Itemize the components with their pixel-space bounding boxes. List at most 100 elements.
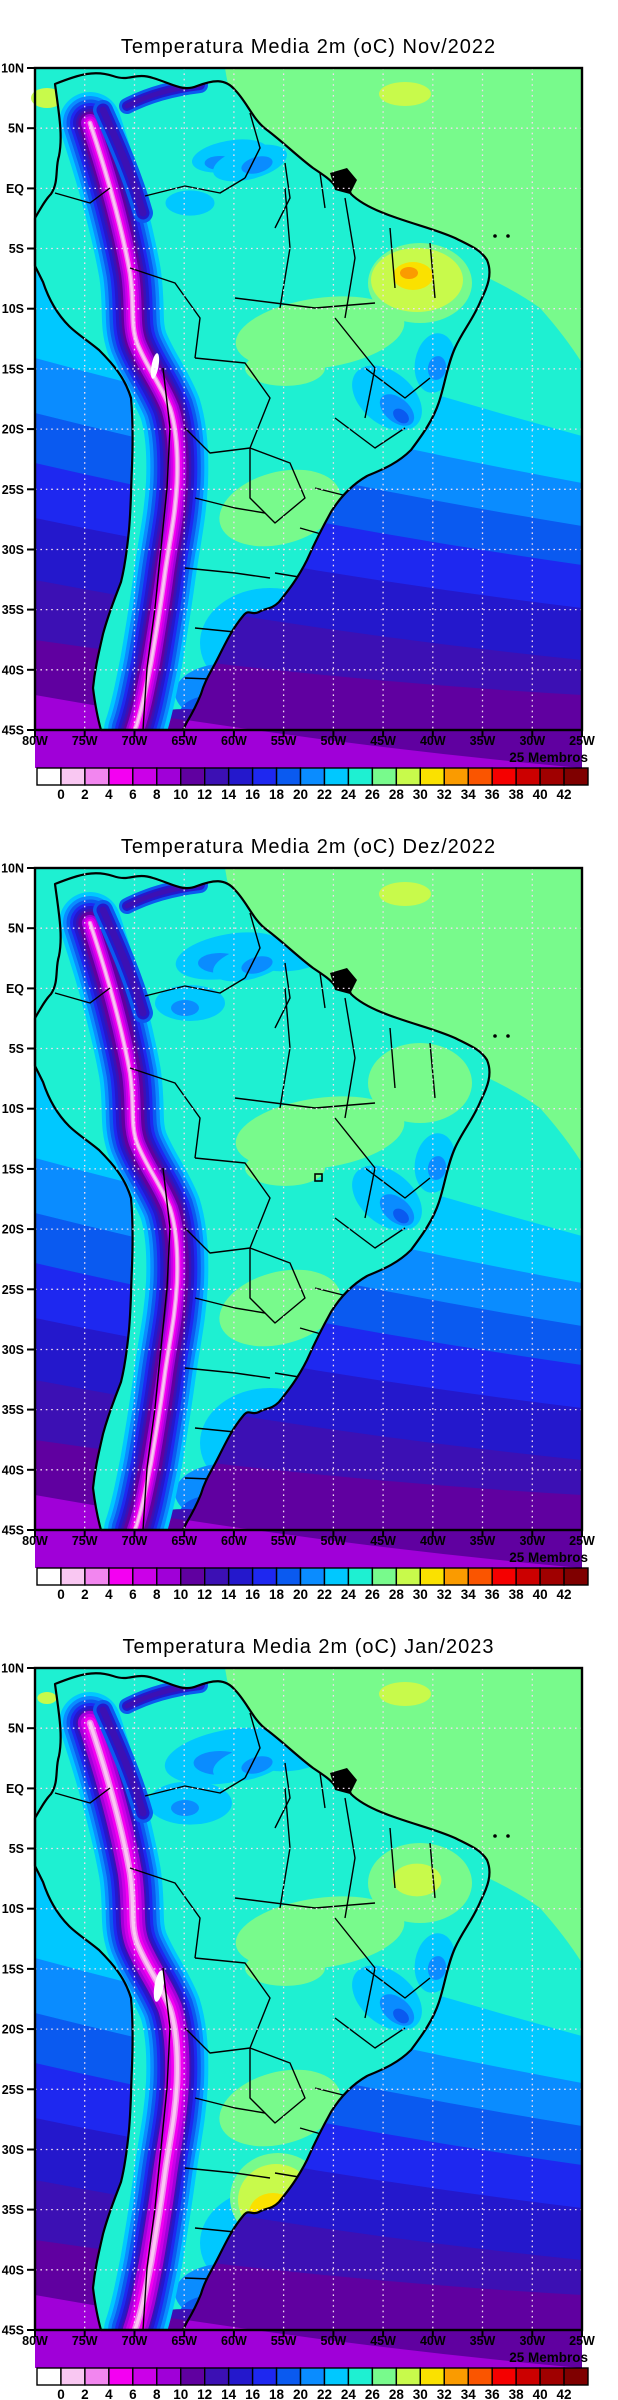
lat-tick-label: 45S [2, 2324, 24, 2338]
lat-tick-label: 35S [2, 1403, 24, 1417]
lat-tick-label: 15S [2, 362, 24, 376]
colorbar-cell [539, 2367, 565, 2386]
lat-tick-label: 35S [2, 2203, 24, 2217]
colorbar-tick-label: 22 [317, 2387, 332, 2400]
lon-tick-label: 35W [470, 734, 496, 748]
colorbar-tick-label: 0 [57, 1587, 65, 1600]
colorbar-cell [371, 2367, 398, 2386]
lat-tick-label: 5S [9, 242, 24, 256]
lat-tick-label: 5N [8, 1722, 24, 1736]
colorbar-tick-label: 24 [341, 1587, 357, 1600]
colorbar-tick-label: 12 [197, 1587, 212, 1600]
lon-tick-label: 50W [321, 1534, 347, 1548]
lat-tick-label: EQ [6, 182, 24, 196]
colorbar-tick-label: 36 [485, 1587, 501, 1600]
lon-tick-label: 70W [122, 2334, 148, 2348]
colorbar-cell [371, 767, 398, 786]
lat-tick-label: 40S [2, 663, 24, 677]
lon-tick-label: 80W [22, 1534, 48, 1548]
lon-tick-label: 30W [519, 1534, 545, 1548]
lat-tick-label: 10S [2, 1902, 24, 1916]
panel-title: Temperatura Media 2m (oC) Nov/2022 [120, 36, 497, 58]
colorbar-tick-label: 42 [557, 787, 572, 800]
colorbar-tick-label: 8 [153, 2387, 161, 2400]
colorbar-tick-label: 40 [533, 1587, 548, 1600]
lon-tick-label: 65W [171, 734, 197, 748]
colorbar-cell [563, 2367, 589, 2386]
lat-tick-label: 20S [2, 2023, 24, 2037]
colorbar-tick-label: 16 [245, 787, 261, 800]
colorbar-tick-label: 18 [269, 787, 285, 800]
colorbar-cell [251, 1567, 278, 1586]
colorbar-cell [491, 767, 517, 786]
lat-tick-label: 30S [2, 2143, 24, 2157]
colorbar-cell [323, 1567, 350, 1586]
colorbar-tick-label: 18 [269, 1587, 285, 1600]
colorbar-cell [84, 767, 110, 786]
colorbar-cell [180, 767, 206, 786]
colorbar-cell [156, 767, 182, 786]
lon-tick-label: 40W [420, 1534, 446, 1548]
colorbar-cell [180, 2367, 206, 2386]
members-label: 25 Membros [509, 750, 588, 765]
colorbar-tick-label: 0 [57, 2387, 65, 2400]
colorbar-tick-label: 34 [461, 2387, 477, 2400]
colorbar-cell [491, 1567, 517, 1586]
lat-tick-label: 40S [2, 2263, 24, 2277]
lon-tick-label: 40W [420, 2334, 446, 2348]
colorbar-tick-label: 14 [221, 2387, 237, 2400]
lat-tick-label: 5N [8, 122, 24, 136]
colorbar-cell [132, 2367, 158, 2386]
panel-nov-2022: 10N 5N EQ 5S 10S 15S 20S 25S 30S 35S 40S 45S 80W 75W 7… [0, 0, 618, 802]
colorbar-cell [347, 767, 374, 786]
lat-tick-label: 10S [2, 302, 24, 316]
colorbar-tick-label: 18 [269, 2387, 285, 2400]
lon-tick-label: 60W [221, 734, 247, 748]
lon-tick-label: 75W [72, 734, 98, 748]
colorbar-cell [491, 2367, 517, 2386]
lon-tick-label: 70W [122, 734, 148, 748]
colorbar-tick-label: 10 [173, 787, 188, 800]
map-canvas-jan-2023: 10N 5N EQ 5S 10S 15S 20S 25S 30S 35S 40S 45S 80W 75W 7… [0, 1600, 618, 2400]
colorbar-tick-label: 24 [341, 787, 357, 800]
colorbar-cell [419, 2367, 445, 2386]
colorbar-tick-label: 2 [81, 2387, 89, 2400]
lon-tick-label: 25W [569, 1534, 595, 1548]
colorbar-cell [443, 767, 469, 786]
lon-tick-label: 80W [22, 734, 48, 748]
panel-title: Temperatura Media 2m (oC) Dez/2022 [120, 836, 497, 858]
colorbar-cell [84, 1567, 110, 1586]
colorbar-cell [203, 767, 230, 786]
lat-tick-label: 40S [2, 1463, 24, 1477]
lat-tick-label: 20S [2, 423, 24, 437]
colorbar-cell [156, 1567, 182, 1586]
lat-tick-label: 15S [2, 1962, 24, 1976]
colorbar-tick-label: 22 [317, 787, 332, 800]
colorbar-tick-label: 16 [245, 2387, 261, 2400]
colorbar-cell [515, 767, 541, 786]
colorbar-tick-label: 10 [173, 2387, 188, 2400]
lon-tick-label: 50W [321, 2334, 347, 2348]
members-label: 25 Membros [509, 1550, 588, 1565]
colorbar-tick-label: 6 [129, 2387, 137, 2400]
colorbar-tick-label: 4 [105, 787, 113, 800]
lat-tick-label: 5S [9, 1042, 24, 1056]
lat-tick-label: 25S [2, 1283, 24, 1297]
lat-tick-label: 5N [8, 922, 24, 936]
colorbar-tick-label: 10 [173, 1587, 188, 1600]
colorbar-tick-label: 26 [365, 1587, 381, 1600]
colorbar-cell [395, 1567, 422, 1586]
lat-tick-label: 5S [9, 1842, 24, 1856]
lat-tick-label: 10N [1, 1662, 24, 1676]
colorbar-tick-label: 4 [105, 2387, 113, 2400]
colorbar-cell [515, 1567, 541, 1586]
colorbar-tick-label: 6 [129, 787, 137, 800]
lon-tick-label: 45W [370, 734, 396, 748]
colorbar-cell [467, 767, 493, 786]
lon-tick-label: 60W [221, 2334, 247, 2348]
lon-tick-label: 55W [271, 1534, 297, 1548]
colorbar-tick-label: 2 [81, 1587, 89, 1600]
colorbar-cell [203, 2367, 230, 2386]
